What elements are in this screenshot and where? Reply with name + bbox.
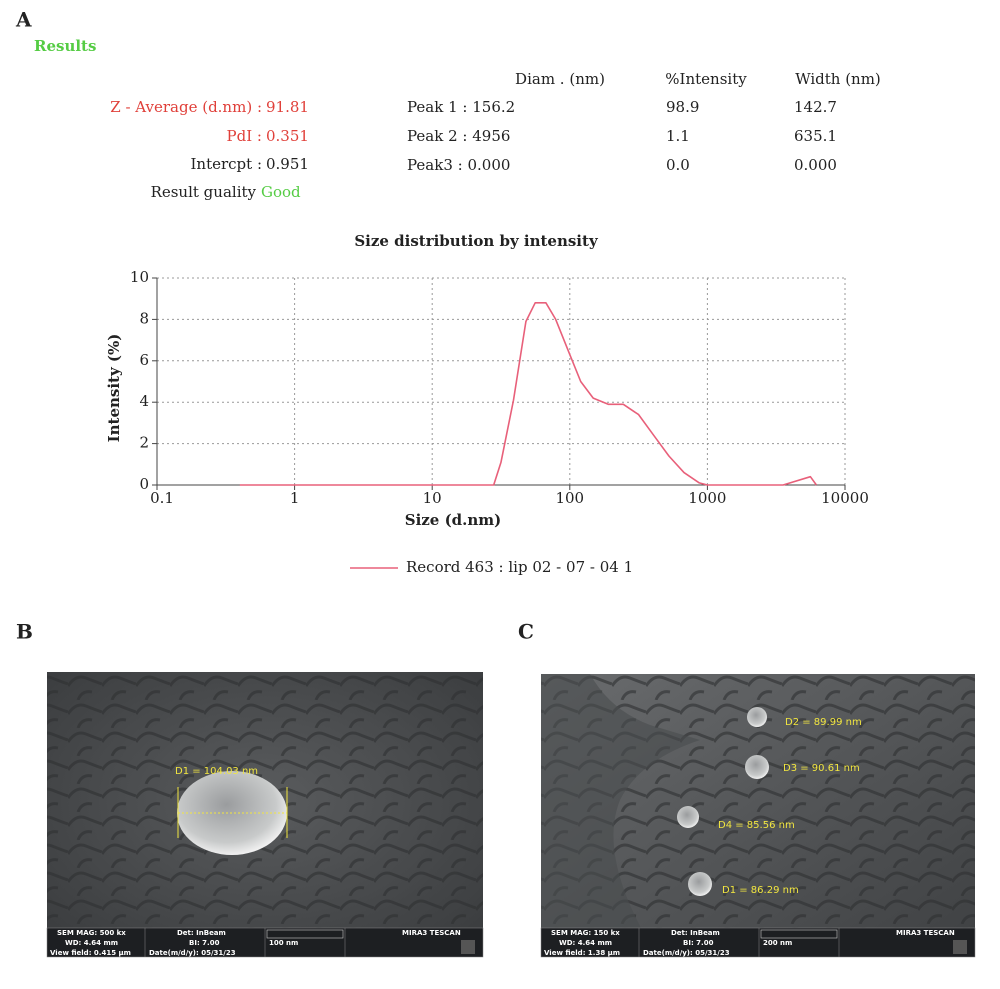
- annotation: D4 = 85.56 nm: [718, 820, 795, 831]
- table-cell: 142.7: [794, 98, 837, 116]
- legend-label: Record 463 : lip 02 - 07 - 04 1: [406, 558, 633, 576]
- sem-shadow: [541, 674, 700, 928]
- y-axis-label: Intensity (%): [105, 334, 123, 443]
- table-cell: Peak 1 : 156.2: [407, 98, 515, 116]
- scale-box: [760, 929, 838, 939]
- info-text: View field: 1.38 μm: [544, 949, 620, 957]
- info-text: BI: 7.00: [189, 939, 220, 947]
- particle: [688, 872, 712, 896]
- y-tick-label: 6: [139, 351, 149, 369]
- info-text: SEM MAG: 150 kx: [551, 929, 620, 937]
- x-tick-label: 1000: [688, 489, 726, 507]
- x-tick-label: 10: [423, 489, 442, 507]
- summary-label: Z - Average (d.nm) :: [110, 98, 262, 116]
- results-table: Diam . (nm) %Intensity Width (nm) Peak 1 : …: [407, 70, 881, 174]
- info-bar: [540, 927, 976, 958]
- series-line: [239, 302, 818, 486]
- table-cell: 1.1: [666, 127, 690, 145]
- info-text: WD: 4.64 mm: [559, 939, 612, 947]
- sem-image-b: D1 = 104.03 nm: [47, 672, 483, 957]
- x-tick-label: 1: [290, 489, 300, 507]
- scale-box: [266, 929, 344, 939]
- y-tick-label: 8: [139, 309, 149, 327]
- info-bars: SEM MAG: 500 kx Det: InBeam 100 nm MIRA3 TE…: [46, 927, 976, 958]
- logo: [953, 940, 967, 954]
- table-header: Width (nm): [795, 70, 881, 88]
- sem-image-c: D2 = 89.99 nm D3 = 90.61 nm D4 = 85.56 n…: [541, 674, 975, 957]
- summary-value: 0.351: [266, 127, 309, 145]
- info-text: Det: InBeam: [177, 929, 226, 937]
- results-title: Results: [34, 37, 96, 55]
- x-tick-label: 0.1: [150, 489, 174, 507]
- panel-label: C: [518, 620, 534, 644]
- annotation: D1 = 104.03 nm: [175, 766, 258, 777]
- info-text: 100 nm: [269, 939, 298, 947]
- table-cell: Peak3 : 0.000: [407, 156, 510, 174]
- table-cell: 635.1: [794, 127, 837, 145]
- info-text: 200 nm: [763, 939, 792, 947]
- table-header: Diam . (nm): [515, 70, 605, 88]
- summary-label: PdI :: [227, 127, 262, 145]
- y-tick-label: 4: [139, 392, 149, 410]
- summary: Z - Average (d.nm) : 91.81 PdI : 0.351 I…: [110, 98, 309, 201]
- x-axis-label: Size (d.nm): [405, 511, 502, 529]
- annotation: D1 = 86.29 nm: [722, 885, 799, 896]
- chart-title: Size distribution by intensity: [354, 232, 599, 250]
- table-cell: 0.0: [666, 156, 690, 174]
- y-tick-label: 0: [139, 475, 149, 493]
- summary-label: Result guality: [151, 183, 257, 201]
- table-cell: 0.000: [794, 156, 837, 174]
- info-text: Det: InBeam: [671, 929, 720, 937]
- x-tick-label: 100: [555, 489, 584, 507]
- summary-value: 91.81: [266, 98, 309, 116]
- annotation: D2 = 89.99 nm: [785, 717, 862, 728]
- summary-value: Good: [261, 183, 301, 201]
- info-text: MIRA3 TESCAN: [896, 929, 955, 937]
- logo: [461, 940, 475, 954]
- table-cell: 98.9: [666, 98, 699, 116]
- info-text: SEM MAG: 500 kx: [57, 929, 126, 937]
- info-text: BI: 7.00: [683, 939, 714, 947]
- annotation: D3 = 90.61 nm: [783, 763, 860, 774]
- x-tick-label: 10000: [821, 489, 869, 507]
- particle: [745, 755, 769, 779]
- y-tick-label: 10: [130, 268, 149, 286]
- particle: [677, 806, 699, 828]
- info-text: View field: 0.415 μm: [50, 949, 131, 957]
- particle: [747, 707, 767, 727]
- y-tick-label: 2: [139, 434, 149, 452]
- panel-label: B: [16, 620, 33, 644]
- table-header: %Intensity: [665, 70, 747, 88]
- panel-label: A: [15, 8, 32, 32]
- info-text: Date(m/d/y): 05/31/23: [149, 949, 236, 957]
- table-cell: Peak 2 : 4956: [407, 127, 510, 145]
- summary-label: Intercpt :: [190, 155, 262, 173]
- summary-value: 0.951: [266, 155, 309, 173]
- info-text: WD: 4.64 mm: [65, 939, 118, 947]
- plot: 0 2 4 6 8 10 0.1 1 10 100 1000 10000 Record 463 : li…: [130, 268, 869, 576]
- info-text: Date(m/d/y): 05/31/23: [643, 949, 730, 957]
- info-text: MIRA3 TESCAN: [402, 929, 461, 937]
